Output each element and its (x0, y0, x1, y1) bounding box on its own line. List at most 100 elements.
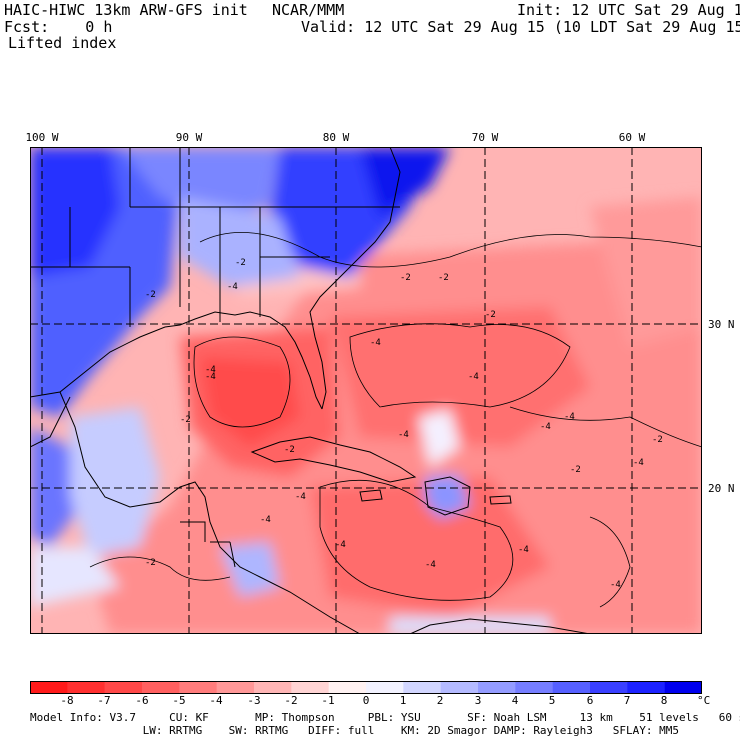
contour-label: -2 (145, 558, 156, 568)
valid-time: Valid: 12 UTC Sat 29 Aug 15 (10 LDT Sat … (301, 18, 740, 36)
puerto-rico-coast (489, 495, 512, 505)
contour-label: -4 (398, 430, 409, 440)
colorbar-tick: -5 (172, 694, 186, 707)
field-region-li-minus4-caribbean (310, 477, 550, 617)
lon-label-80w: 80 W (322, 131, 350, 144)
lat-lon-grid (30, 147, 702, 634)
colorbar-tick: -3 (247, 694, 261, 707)
lon-label-60w: 60 W (618, 131, 646, 144)
cuba-coast (250, 436, 417, 483)
colorbar-tick: -6 (135, 694, 149, 707)
colorbar-tick: 4 (511, 694, 519, 707)
contour-lines (89, 232, 702, 608)
field-region-li-plus2-mexico (70, 407, 160, 557)
contour-label: -2 (652, 435, 663, 445)
contour-label: -2 (235, 258, 246, 268)
colorbar-swatch (366, 681, 404, 694)
colorbar-swatch (104, 681, 143, 694)
florida-east-coast (309, 147, 401, 410)
field-name: Lifted index (8, 34, 117, 52)
colorbar-swatch (216, 681, 255, 694)
contour-label: -4 (425, 560, 436, 570)
map-frame (30, 147, 702, 634)
contour-minus4-east-islands (589, 516, 631, 608)
colorbar-swatch (328, 681, 367, 694)
central-america-borders (180, 521, 236, 568)
field-region-li-minus4-atlantic (330, 307, 590, 447)
field-region-li-plus1-mexico (30, 547, 120, 607)
contour-label: -4 (468, 372, 479, 382)
contour-label: -4 (370, 338, 381, 348)
colorbar-tick: -2 (284, 694, 298, 707)
colorbar-tick: 1 (399, 694, 407, 707)
colorbar-tick: 6 (586, 694, 594, 707)
coastlines (30, 147, 591, 634)
contour-minus4-atlantic (349, 323, 571, 408)
field-region-li-minus3-east (590, 197, 702, 347)
colorbar-tick: -1 (321, 694, 335, 707)
contour-label: -4 (633, 458, 644, 468)
jamaica-coast (359, 489, 383, 502)
contour-label: -4 (540, 422, 551, 432)
colorbar-frame (30, 681, 702, 694)
contour-minus4-caribbean (319, 479, 514, 601)
contour-label: -2 (570, 465, 581, 475)
field-region-li-plus4-appalachians (120, 147, 280, 217)
contour-label: -2 (145, 290, 156, 300)
contour-label: -4 (227, 282, 238, 292)
colorbar-tick: 7 (623, 694, 631, 707)
mexico-us-border (30, 396, 71, 448)
contour-label: -2 (180, 415, 191, 425)
forecast-hour: Fcst: 0 h (4, 18, 113, 36)
contour-labels: -2 -4 -2 -2 -4 -4 -4 -4 -2 -4 -4 -2 -4 -… (145, 258, 663, 590)
contour-label: -4 (205, 372, 216, 382)
lon-label-90w: 90 W (175, 131, 203, 144)
colorbar-swatch (67, 681, 105, 694)
colorbar-swatch (291, 681, 329, 694)
colorbar (30, 681, 702, 694)
colorbar-swatch (179, 681, 217, 694)
contour-label: -4 (335, 540, 346, 550)
field-region-li-plus1-venezuela (390, 617, 550, 634)
colorbar-swatch (142, 681, 180, 694)
contour-label: -4 (295, 492, 306, 502)
colorbar-swatch (403, 681, 441, 694)
lon-label-70w: 70 W (471, 131, 499, 144)
lifted-index-map: -2 -4 -2 -2 -4 -4 -4 -4 -2 -4 -4 -2 -4 -… (30, 147, 702, 634)
colorbar-swatch (30, 681, 68, 694)
field-region-li-plus8-virginia (360, 147, 450, 217)
colorbar-tick: -8 (60, 694, 74, 707)
colorbar-swatch (478, 681, 516, 694)
colorbar-tick: 0 (362, 694, 370, 707)
colorbar-swatch (627, 681, 665, 694)
mexico-coast (59, 391, 361, 634)
field-region-li-plus2-hispaniola (425, 475, 470, 519)
contour-minus2-southwest (89, 556, 231, 581)
contour-label: -4 (610, 580, 621, 590)
field-region-li-plus1-bahamas (418, 409, 460, 467)
us-state-borders (30, 147, 400, 327)
contour-label: -4 (205, 365, 216, 375)
colorbar-swatch (254, 681, 292, 694)
model-info-line-1: Model Info: V3.7 CU: KF MP: Thompson PBL… (30, 711, 740, 724)
colorbar-tick: -7 (97, 694, 111, 707)
field-region-li-plus6-mexico (30, 427, 80, 547)
organization-label: NCAR/MMM (272, 1, 345, 19)
colorbar-swatch (440, 681, 479, 694)
lat-label-20n: 20 N (708, 482, 735, 495)
colorbar-tick: 2 (436, 694, 444, 707)
us-gulf-coast (30, 311, 323, 410)
colorbar-tick: -4 (209, 694, 223, 707)
contour-label: -4 (260, 515, 271, 525)
contour-label: -2 (284, 445, 295, 455)
field-region-li-plus3-central-america (220, 542, 280, 597)
colorbar-swatch (515, 681, 553, 694)
colorbar-tick: 3 (474, 694, 482, 707)
lat-label-30n: 30 N (708, 318, 735, 331)
contour-minus4-gulf (193, 336, 291, 428)
init-time: Init: 12 UTC Sat 29 Aug 15 (517, 1, 740, 19)
field-region-li-plus7-central-plains (30, 147, 120, 277)
field-region-li-plus3-georgia (180, 197, 300, 287)
lon-label-100w: 100 W (25, 131, 59, 144)
contour-label: -4 (564, 412, 575, 422)
